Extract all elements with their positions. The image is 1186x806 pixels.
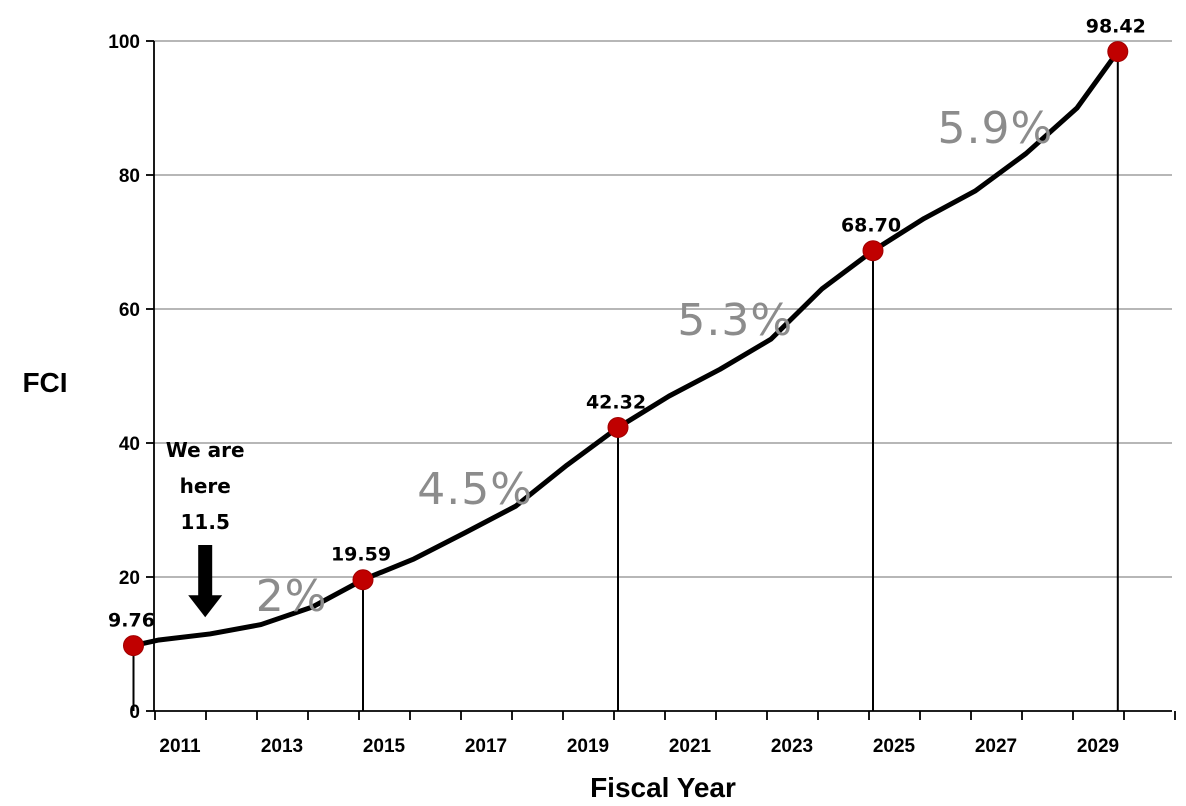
x-tick-label: 2017	[465, 736, 507, 757]
annotation-arrow-shaft	[198, 545, 213, 598]
data-point-label: 68.70	[841, 215, 901, 237]
y-tick-label: 100	[108, 32, 140, 53]
data-point-label: 98.42	[1086, 16, 1146, 38]
data-point-marker	[123, 635, 144, 657]
gridlines	[154, 40, 1172, 578]
x-axis-title: Fiscal Year	[590, 772, 736, 803]
tick-labels: 0 20 40 60 80 100 2011 2013 2015 2017 2019 2021 2023…	[108, 32, 1176, 757]
annotation-line: here	[180, 474, 231, 498]
x-tick-label: 2019	[567, 736, 609, 757]
drop-lines	[132, 51, 1119, 711]
data-point-label: 42.32	[586, 391, 646, 413]
x-tick-label: 2011	[159, 736, 201, 757]
annotation-arrow-head	[188, 595, 223, 618]
data-point-marker	[607, 416, 629, 438]
annotation-line: We are	[166, 438, 245, 462]
data-point-marker	[352, 569, 374, 591]
data-point-marker	[1107, 41, 1129, 63]
x-tick-label: 2013	[261, 736, 303, 757]
x-tick-label: 2029	[1077, 736, 1119, 757]
y-tick-label: 40	[119, 434, 140, 455]
x-tick-label: 2015	[363, 736, 406, 757]
data-point-marker	[862, 240, 884, 262]
y-tick-label: 80	[119, 166, 140, 187]
x-tick-label: 2023	[771, 736, 813, 757]
x-tick-label: 2027	[975, 736, 1017, 757]
growth-rate-label: 5.3%	[677, 295, 793, 346]
y-tick-label: 0	[129, 702, 140, 723]
growth-rate-label: 2%	[256, 571, 328, 622]
growth-rate-labels: 2% 4.5% 5.3% 5.9%	[256, 103, 1054, 622]
axes	[153, 41, 1172, 712]
y-tick-label: 60	[119, 300, 140, 321]
data-markers: 9.76 19.59 42.32 68.70 98.42	[108, 16, 1146, 657]
growth-rate-label: 5.9%	[938, 103, 1054, 154]
growth-rate-label: 4.5%	[417, 464, 533, 515]
data-point-label: 9.76	[108, 610, 155, 632]
current-position-annotation: We are here 11.5	[166, 438, 245, 618]
annotation-line: 11.5	[181, 510, 230, 534]
y-axis-title: FCI	[22, 367, 67, 398]
y-tick-label: 20	[119, 568, 140, 589]
data-point-label: 19.59	[331, 544, 391, 566]
x-tick-label: 2021	[669, 736, 712, 757]
x-tick-label: 2025	[873, 736, 916, 757]
